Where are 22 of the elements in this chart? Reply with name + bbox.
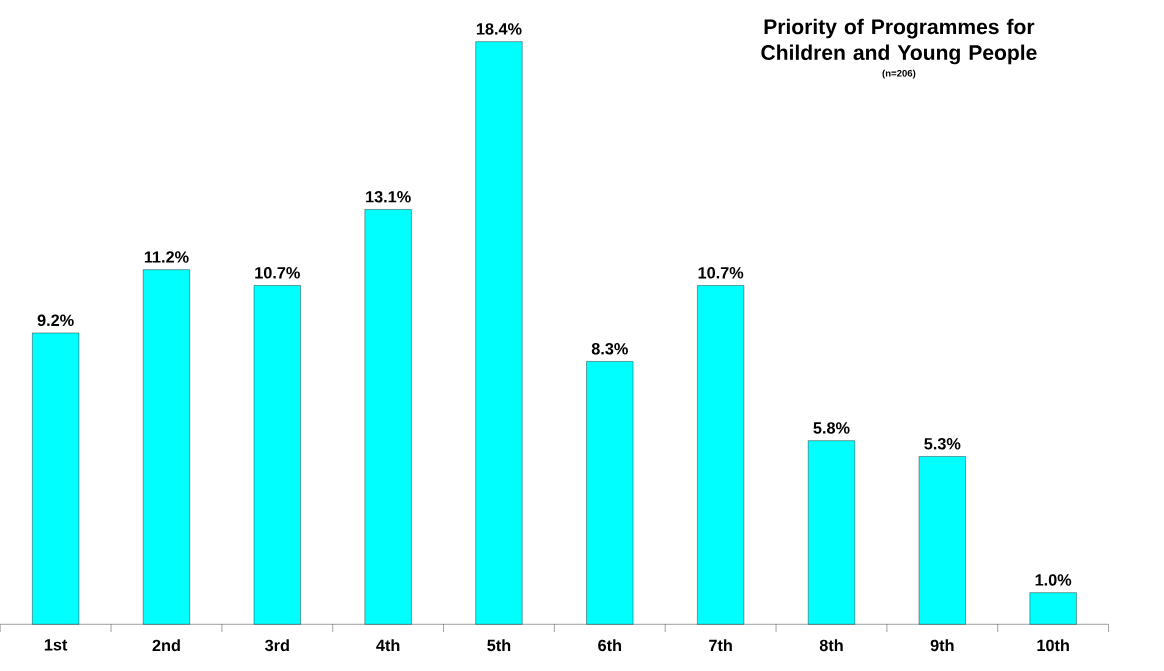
- data-label: 5.3%: [924, 437, 961, 450]
- data-label: 10.7%: [698, 266, 744, 279]
- x-tick-label: 2nd: [152, 639, 180, 651]
- data-label: 10.7%: [255, 266, 300, 279]
- x-tick-label: 8th: [819, 639, 843, 651]
- data-label: 13.1%: [366, 190, 411, 203]
- data-label: 5.8%: [813, 422, 850, 434]
- text: (n=206): [882, 69, 916, 79]
- x-tick-label: 6th: [598, 639, 621, 651]
- data-label: 9.2%: [37, 314, 74, 326]
- x-tick-label: 4th: [376, 639, 400, 651]
- data-label: 11.2%: [144, 251, 189, 263]
- chart-title: Priority of Programmes for Children and Young People: [761, 18, 1037, 65]
- x-tick-label: 3rd: [265, 639, 289, 651]
- data-label: 1.0%: [1035, 574, 1072, 586]
- data-label: 18.4%: [476, 23, 522, 35]
- x-tick-label: 5th: [487, 639, 511, 651]
- x-tick-label: 10th: [1037, 639, 1069, 651]
- data-label: 8.3%: [591, 342, 628, 355]
- x-tick-label: 1st: [44, 639, 68, 651]
- x-tick-label: 7th: [709, 639, 732, 651]
- x-tick-label: 9th: [930, 639, 954, 651]
